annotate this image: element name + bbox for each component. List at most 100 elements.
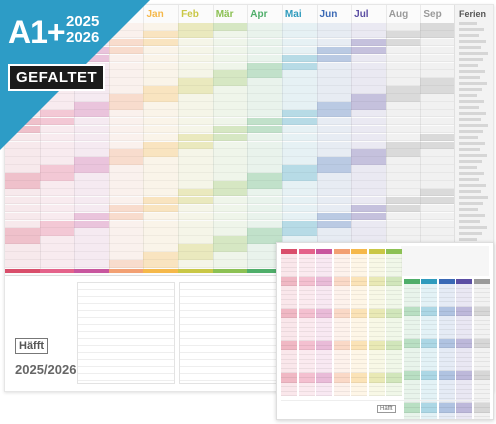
- mini-day-row: [298, 387, 315, 392]
- mini-footer: [281, 400, 489, 415]
- day-row: [212, 78, 248, 86]
- mini-day-row: [281, 378, 297, 383]
- mini-day-row: [456, 302, 472, 307]
- mini-day-row: [438, 371, 455, 376]
- day-row: [5, 212, 40, 221]
- ferien-line: [459, 124, 488, 127]
- day-row: [212, 141, 248, 150]
- day-row: [143, 94, 179, 102]
- day-row: [247, 54, 282, 63]
- ferien-line: [459, 226, 487, 229]
- month-header: Jul: [354, 9, 369, 20]
- mini-day-row: [421, 311, 437, 317]
- mini-day-row: [298, 254, 315, 259]
- mini-day-row: [403, 302, 420, 307]
- day-row: [316, 228, 352, 236]
- day-row: [5, 260, 40, 268]
- mini-day-row: [473, 403, 490, 409]
- day-row: [178, 30, 213, 39]
- mini-day-row: [351, 332, 367, 337]
- mini-month-header: [438, 279, 455, 284]
- mini-day-row: [333, 290, 350, 296]
- ferien-line: [459, 82, 487, 85]
- day-row: [74, 188, 109, 197]
- day-row: [351, 78, 386, 86]
- day-row: [143, 157, 179, 165]
- day-row: [351, 23, 386, 31]
- mini-day-row: [403, 412, 420, 418]
- mini-day-row: [421, 408, 437, 413]
- day-row: [281, 62, 317, 71]
- day-row: [178, 62, 213, 71]
- mini-day-row: [386, 263, 402, 268]
- mini-day-row: [386, 286, 402, 291]
- day-row: [212, 260, 248, 268]
- mini-day-row: [473, 348, 490, 353]
- day-rows: [316, 23, 352, 269]
- day-row: [212, 212, 248, 221]
- badge-year-1: 2025: [66, 13, 100, 30]
- mini-day-row: [281, 295, 297, 300]
- day-row: [247, 236, 282, 244]
- ferien-line: [459, 106, 479, 109]
- ferien-line: [459, 46, 481, 49]
- day-row: [74, 212, 109, 221]
- mini-day-row: [386, 387, 402, 392]
- day-row: [281, 46, 317, 55]
- ferien-line: [459, 220, 480, 223]
- mini-day-row: [473, 412, 490, 418]
- mini-month-header: [351, 249, 367, 254]
- day-row: [420, 54, 455, 63]
- mini-day-row: [333, 378, 350, 383]
- month-color-bar: [247, 269, 282, 273]
- mini-day-row: [421, 316, 437, 321]
- day-row: [178, 94, 213, 102]
- day-row: [247, 46, 282, 55]
- day-row: [420, 141, 455, 150]
- mini-day-row: [281, 299, 297, 305]
- day-row: [178, 244, 213, 252]
- day-row: [212, 23, 248, 31]
- mini-day-row: [316, 345, 332, 351]
- mini-day-row: [456, 288, 472, 294]
- day-row: [281, 220, 317, 229]
- day-rows: [212, 23, 248, 269]
- mini-day-row: [281, 355, 297, 360]
- mini-day-row: [403, 306, 420, 312]
- day-row: [281, 54, 317, 63]
- mini-day-row: [316, 267, 332, 273]
- day-row: [316, 70, 352, 78]
- day-row: [281, 117, 317, 126]
- mini-day-row: [473, 339, 490, 344]
- day-row: [212, 196, 248, 205]
- day-row: [316, 188, 352, 197]
- day-row: [212, 38, 248, 47]
- day-row: [247, 38, 282, 47]
- mini-day-row: [368, 258, 385, 264]
- day-row: [281, 196, 317, 205]
- mini-day-row: [333, 382, 350, 388]
- day-row: [143, 62, 179, 71]
- day-row: [39, 228, 75, 236]
- mini-day-row: [316, 272, 332, 277]
- day-row: [143, 165, 179, 173]
- month-header: Aug: [388, 9, 409, 20]
- mini-day-row: [438, 306, 455, 312]
- mini-day-row: [281, 345, 297, 351]
- mini-day-row: [368, 318, 385, 323]
- day-row: [178, 117, 213, 126]
- mini-day-row: [281, 368, 297, 374]
- day-row: [212, 244, 248, 252]
- mini-day-row: [403, 408, 420, 413]
- mini-day-row: [403, 334, 420, 340]
- mini-day-row: [316, 313, 332, 319]
- mini-day-row: [298, 295, 315, 300]
- mini-month-column: [438, 279, 455, 419]
- mini-day-row: [316, 341, 332, 346]
- mini-day-row: [351, 364, 367, 369]
- mini-day-row: [456, 325, 472, 330]
- mini-day-row: [281, 290, 297, 296]
- ferien-line: [459, 238, 477, 241]
- mini-day-row: [316, 299, 332, 305]
- mini-month-header: [456, 279, 472, 284]
